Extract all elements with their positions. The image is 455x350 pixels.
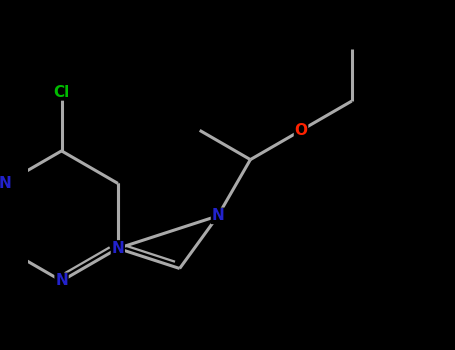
Text: O: O xyxy=(294,123,308,138)
Text: N: N xyxy=(55,273,68,288)
Text: Cl: Cl xyxy=(53,85,70,100)
Text: N: N xyxy=(0,176,12,191)
Text: N: N xyxy=(212,208,224,223)
Text: N: N xyxy=(111,241,124,256)
